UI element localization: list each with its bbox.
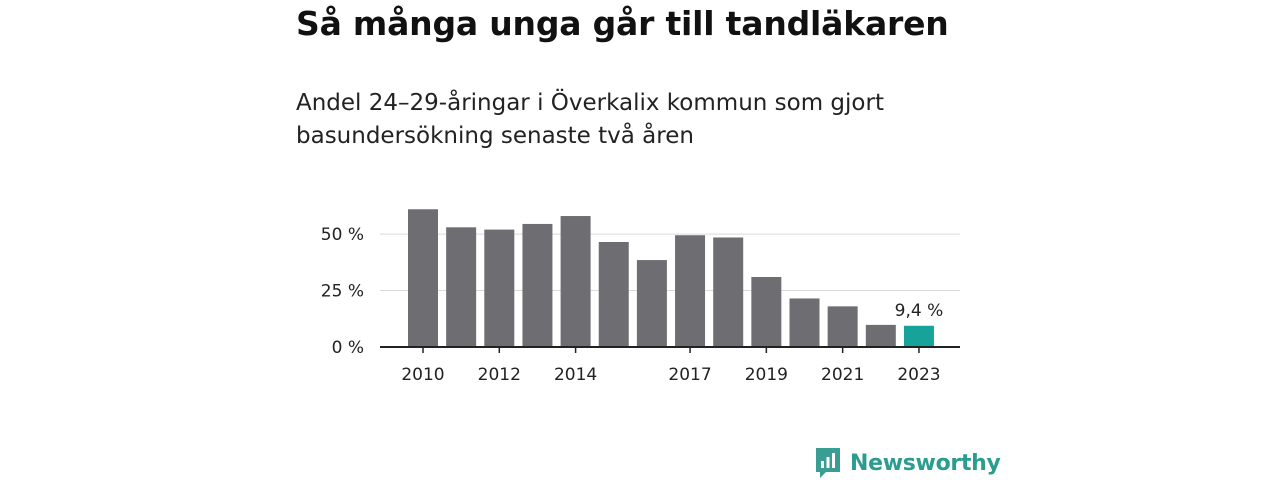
y-tick-label: 50 % (321, 225, 364, 245)
data-label: 9,4 % (895, 301, 944, 321)
brand-logo: Newsworthy (814, 446, 1001, 480)
bar (865, 324, 896, 347)
chart-title: Så många unga går till tandläkaren (296, 4, 949, 43)
chart-subtitle: Andel 24–29-åringar i Överkalix kommun s… (296, 90, 884, 149)
y-tick-label: 25 % (321, 282, 364, 302)
newsworthy-logo-icon (816, 448, 840, 478)
bar (827, 306, 858, 347)
bar (636, 260, 667, 347)
bar (408, 209, 438, 347)
bar (522, 223, 553, 347)
x-tick-label: 2019 (745, 365, 788, 385)
x-tick-label: 2021 (821, 365, 864, 385)
bar (713, 237, 744, 347)
bar (751, 277, 782, 347)
y-tick-label: 0 % (332, 338, 364, 358)
x-tick-label: 2010 (401, 365, 444, 385)
bar (598, 242, 629, 347)
x-tick-label: 2014 (554, 365, 597, 385)
bar-highlight (903, 325, 934, 347)
bar (484, 229, 515, 347)
bar (675, 235, 706, 347)
bar (446, 227, 477, 347)
brand-name: Newsworthy (850, 450, 1001, 476)
x-tick-label: 2017 (668, 365, 711, 385)
x-tick-label: 2012 (478, 365, 521, 385)
x-tick-label: 2023 (897, 365, 940, 385)
bar (789, 298, 820, 347)
bar (560, 216, 591, 347)
